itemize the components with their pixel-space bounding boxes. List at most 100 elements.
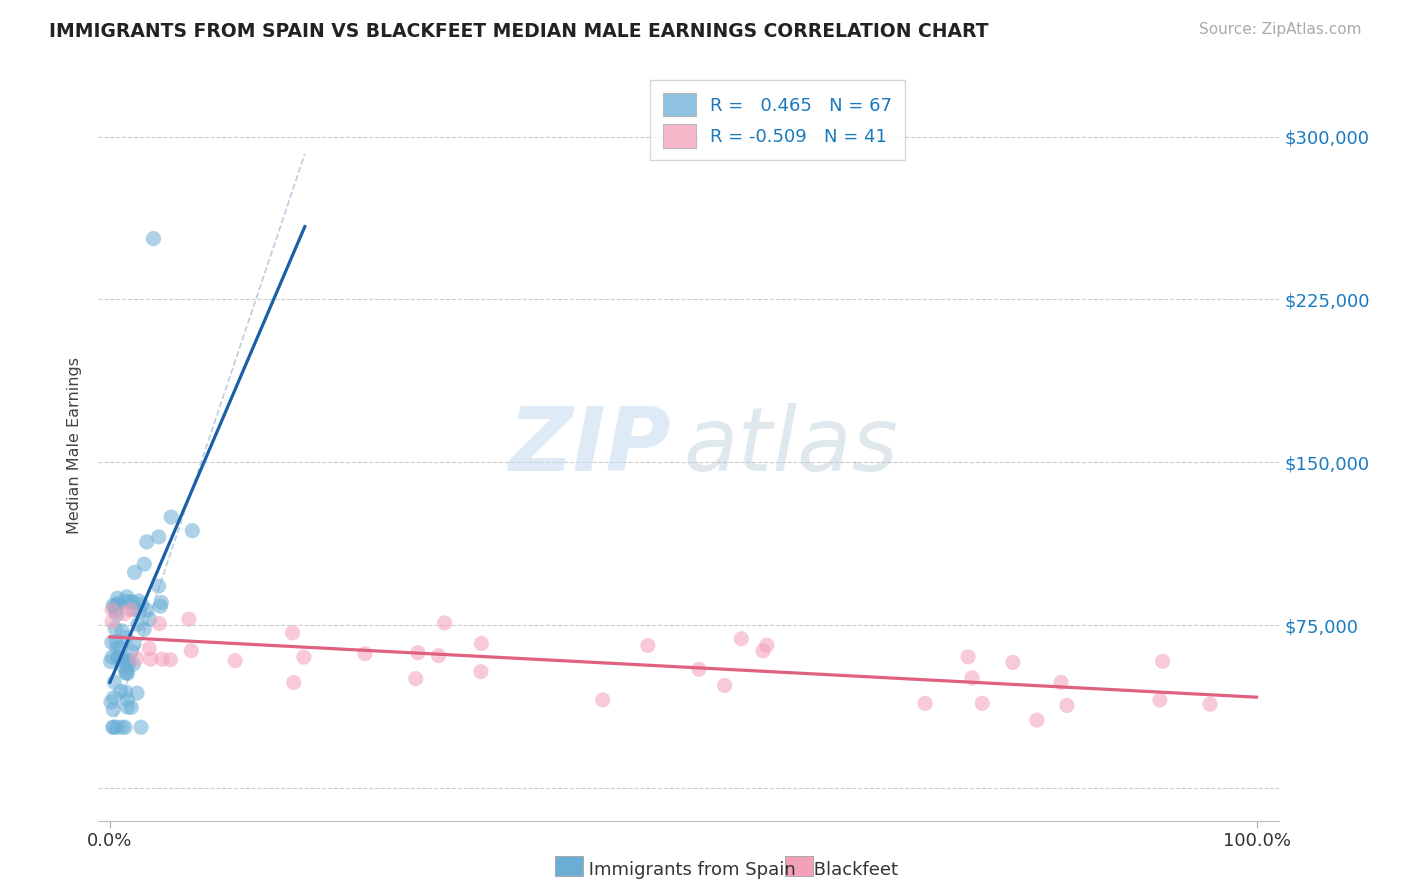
Point xyxy=(122,657,145,672)
Point xyxy=(427,648,450,663)
Point xyxy=(470,665,492,679)
Point xyxy=(470,636,492,650)
Point xyxy=(120,595,142,609)
Point xyxy=(129,720,152,734)
Point xyxy=(752,644,775,658)
Point xyxy=(111,720,134,734)
Point xyxy=(105,607,128,622)
Point xyxy=(105,634,128,648)
Point xyxy=(160,510,183,524)
Point xyxy=(115,590,138,604)
Point xyxy=(1056,698,1078,713)
Point xyxy=(1025,713,1047,727)
Point xyxy=(101,599,124,613)
Legend: R =   0.465   N = 67, R = -0.509   N = 41: R = 0.465 N = 67, R = -0.509 N = 41 xyxy=(651,80,904,161)
Point xyxy=(125,651,148,665)
Point xyxy=(101,603,124,617)
Point xyxy=(283,675,305,690)
Point xyxy=(114,685,136,699)
Point xyxy=(405,672,427,686)
Point xyxy=(105,598,128,612)
Point xyxy=(354,647,377,661)
Point xyxy=(117,693,139,707)
Point xyxy=(957,649,980,664)
Point xyxy=(117,653,139,667)
Point xyxy=(110,684,132,698)
Point xyxy=(103,690,125,705)
Point xyxy=(180,643,202,657)
Point xyxy=(120,700,142,714)
Point xyxy=(181,524,204,538)
Point xyxy=(914,697,936,711)
Point xyxy=(112,659,135,673)
Point xyxy=(110,640,132,655)
Point xyxy=(135,535,157,549)
Point xyxy=(103,703,125,717)
Point xyxy=(128,604,150,618)
Point xyxy=(159,653,181,667)
Point xyxy=(117,666,139,681)
Point xyxy=(755,638,778,652)
Point xyxy=(101,615,124,629)
Point xyxy=(115,665,138,679)
Point xyxy=(150,595,173,609)
Point xyxy=(127,617,149,632)
Point xyxy=(105,641,128,656)
Point xyxy=(142,231,165,245)
Point xyxy=(406,646,429,660)
Point xyxy=(107,591,129,606)
Point xyxy=(150,652,173,666)
Point xyxy=(177,612,200,626)
Point xyxy=(118,657,141,671)
Point xyxy=(114,594,136,608)
Point xyxy=(124,566,146,580)
Point xyxy=(103,600,125,615)
Text: Source: ZipAtlas.com: Source: ZipAtlas.com xyxy=(1198,22,1361,37)
Point xyxy=(122,637,145,651)
Point xyxy=(1199,697,1222,711)
Point xyxy=(592,693,614,707)
Point xyxy=(107,596,129,610)
Point xyxy=(139,652,162,666)
Point xyxy=(134,557,156,571)
Point xyxy=(972,696,994,710)
Point xyxy=(101,650,124,665)
Point xyxy=(132,622,155,636)
Point xyxy=(1152,654,1174,668)
Point xyxy=(120,603,142,617)
Point xyxy=(112,654,135,668)
Point xyxy=(730,632,752,646)
Point xyxy=(148,616,170,631)
Point xyxy=(149,599,172,614)
Point xyxy=(148,579,170,593)
Point xyxy=(122,602,145,616)
Point xyxy=(120,644,142,658)
Point xyxy=(107,651,129,665)
Point xyxy=(114,607,136,621)
Point xyxy=(104,622,127,636)
Point xyxy=(115,665,138,680)
Point xyxy=(136,604,159,618)
Point xyxy=(111,624,134,638)
Point xyxy=(114,654,136,668)
Point xyxy=(101,720,124,734)
Point xyxy=(138,612,160,626)
Point xyxy=(138,641,160,656)
Point xyxy=(115,631,138,645)
Point xyxy=(1149,693,1171,707)
Point xyxy=(121,595,143,609)
Point xyxy=(107,649,129,664)
Point xyxy=(713,679,735,693)
Point xyxy=(125,686,148,700)
Text: atlas: atlas xyxy=(683,403,898,489)
Text: ZIP: ZIP xyxy=(509,402,671,490)
Point xyxy=(101,635,124,649)
Point xyxy=(292,650,315,665)
Point xyxy=(104,604,127,618)
Point xyxy=(433,615,456,630)
Point xyxy=(688,662,710,676)
Point xyxy=(100,695,122,709)
Point xyxy=(224,654,246,668)
Point xyxy=(100,655,122,669)
Y-axis label: Median Male Earnings: Median Male Earnings xyxy=(67,358,83,534)
